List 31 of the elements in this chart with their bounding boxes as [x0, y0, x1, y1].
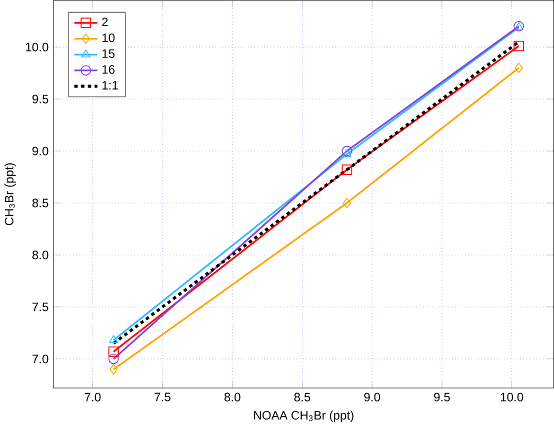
point: [342, 149, 352, 158]
point: [342, 146, 352, 156]
point: [109, 335, 118, 344]
legend-label: 15: [102, 50, 115, 58]
y-tick-label: 8.5: [32, 198, 48, 208]
point: [110, 364, 118, 375]
y-tick-label: 7.0: [32, 354, 48, 364]
y-tick-label: 10.0: [26, 42, 48, 52]
legend-label: 2: [102, 18, 108, 26]
point: [342, 164, 352, 176]
y-tick-label: 7.5: [32, 302, 48, 312]
legend-label: 1:1: [102, 81, 118, 90]
x-tick-label: 9.5: [434, 393, 450, 402]
point: [108, 354, 119, 364]
legend-label: 16: [102, 65, 115, 74]
x-tick-label: 10.0: [500, 393, 524, 402]
x-tick-label: 7.0: [84, 393, 101, 402]
x-tick-label: 8.0: [224, 393, 240, 402]
point: [514, 41, 524, 52]
y-tick-label: 8.0: [32, 250, 48, 260]
legend-label: 10: [102, 34, 115, 42]
x-axis-title: NOAA CH$_{3}$Br (ppt): [254, 410, 354, 422]
x-tick-label: 7.5: [154, 393, 170, 402]
point: [514, 62, 523, 74]
y-axis-title: CH$_{3}$Br (ppt): [4, 164, 16, 226]
point: [342, 198, 351, 208]
y-tick-label: 9.0: [32, 146, 48, 156]
x-tick-label: 9.0: [364, 393, 380, 402]
point: [108, 346, 119, 358]
y-tick-label: 9.5: [32, 94, 48, 104]
x-tick-label: 8.5: [294, 393, 310, 402]
